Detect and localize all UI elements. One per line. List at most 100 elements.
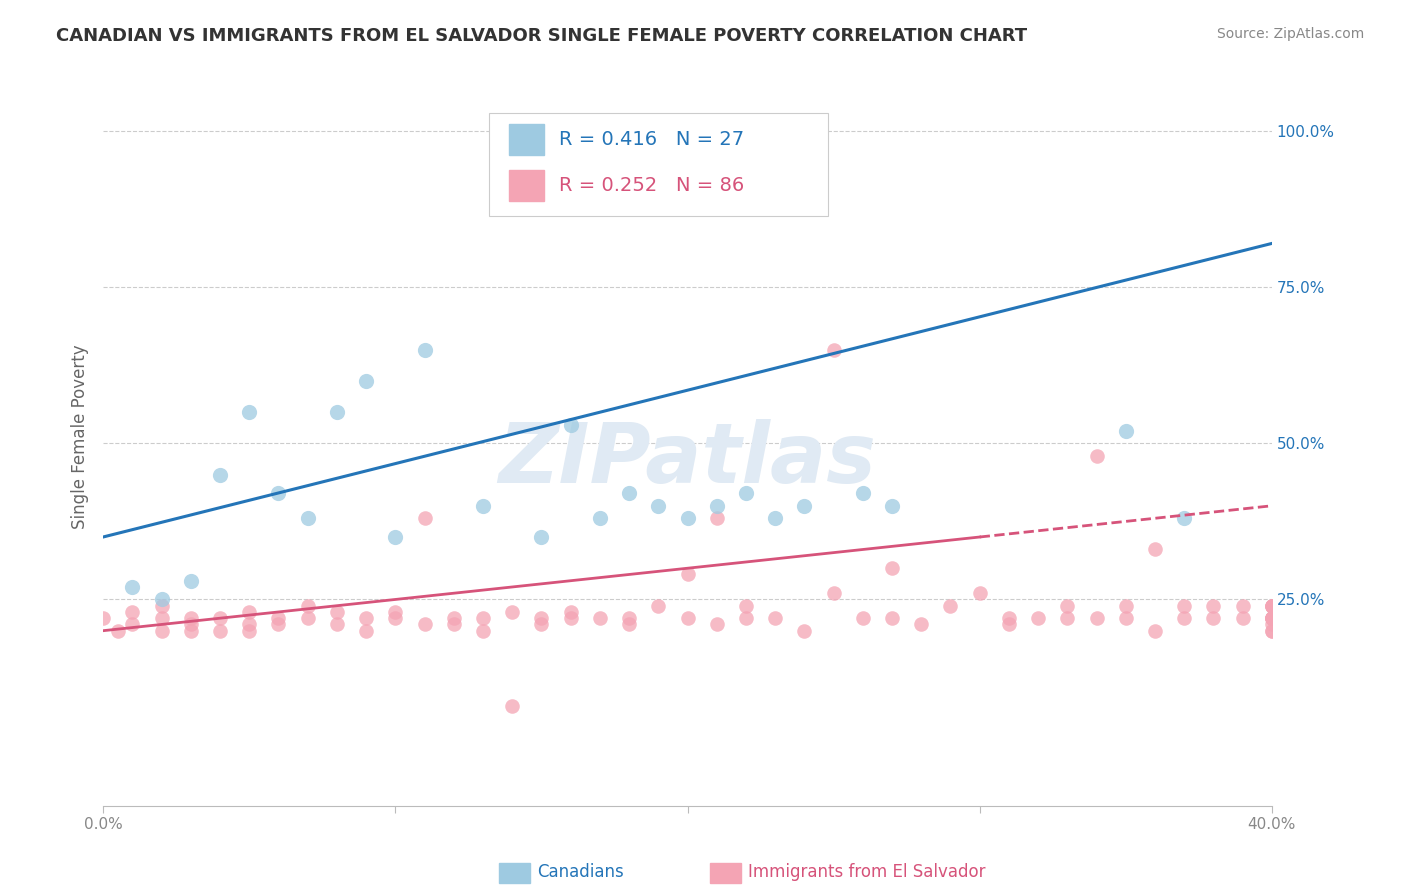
Point bbox=[1202, 611, 1225, 625]
Point bbox=[1261, 599, 1284, 613]
Point bbox=[706, 617, 728, 632]
Point bbox=[910, 617, 932, 632]
Point bbox=[1056, 599, 1078, 613]
Point bbox=[763, 611, 786, 625]
Point bbox=[384, 611, 406, 625]
Text: Source: ZipAtlas.com: Source: ZipAtlas.com bbox=[1216, 27, 1364, 41]
Point bbox=[384, 605, 406, 619]
Point bbox=[208, 611, 231, 625]
Point bbox=[472, 624, 495, 638]
Point bbox=[560, 611, 582, 625]
Point bbox=[501, 199, 523, 213]
Point bbox=[1261, 599, 1284, 613]
Point bbox=[1085, 449, 1108, 463]
Point bbox=[880, 611, 903, 625]
Point bbox=[121, 580, 143, 594]
Point bbox=[852, 611, 875, 625]
Point bbox=[939, 599, 962, 613]
Text: Immigrants from El Salvador: Immigrants from El Salvador bbox=[748, 863, 986, 881]
Point bbox=[326, 617, 349, 632]
Point bbox=[413, 343, 436, 357]
Point bbox=[297, 599, 319, 613]
Point bbox=[238, 624, 260, 638]
Point bbox=[676, 611, 699, 625]
Point bbox=[1085, 611, 1108, 625]
Point bbox=[589, 611, 612, 625]
Point bbox=[735, 611, 758, 625]
Point bbox=[1173, 599, 1195, 613]
Text: R = 0.252   N = 86: R = 0.252 N = 86 bbox=[560, 177, 744, 195]
Point bbox=[1026, 611, 1049, 625]
Point bbox=[326, 405, 349, 419]
Point bbox=[354, 374, 377, 388]
Point bbox=[180, 574, 202, 588]
Point bbox=[1143, 542, 1166, 557]
Point bbox=[150, 611, 173, 625]
Point bbox=[1173, 611, 1195, 625]
Point bbox=[180, 624, 202, 638]
Point bbox=[1261, 611, 1284, 625]
Point bbox=[1202, 599, 1225, 613]
Point bbox=[354, 611, 377, 625]
Point bbox=[647, 599, 669, 613]
Point bbox=[208, 624, 231, 638]
Point bbox=[297, 611, 319, 625]
Point bbox=[763, 511, 786, 525]
Point bbox=[1261, 611, 1284, 625]
Point bbox=[267, 486, 290, 500]
Point bbox=[735, 599, 758, 613]
Point bbox=[1232, 599, 1254, 613]
Point bbox=[413, 617, 436, 632]
Point bbox=[1261, 599, 1284, 613]
Point bbox=[1056, 611, 1078, 625]
Point bbox=[267, 617, 290, 632]
Point bbox=[1261, 617, 1284, 632]
Point bbox=[384, 530, 406, 544]
Point bbox=[735, 486, 758, 500]
Point bbox=[1261, 611, 1284, 625]
Point bbox=[1261, 624, 1284, 638]
Point bbox=[91, 611, 114, 625]
Point bbox=[1261, 599, 1284, 613]
Point bbox=[1115, 599, 1137, 613]
Text: R = 0.416   N = 27: R = 0.416 N = 27 bbox=[560, 129, 744, 149]
Point bbox=[793, 499, 815, 513]
Y-axis label: Single Female Poverty: Single Female Poverty bbox=[72, 344, 89, 529]
FancyBboxPatch shape bbox=[489, 112, 828, 216]
Point bbox=[121, 605, 143, 619]
Point bbox=[150, 624, 173, 638]
Point bbox=[1261, 611, 1284, 625]
Point bbox=[180, 611, 202, 625]
Point bbox=[107, 624, 129, 638]
Point bbox=[676, 567, 699, 582]
Point bbox=[998, 617, 1021, 632]
Point bbox=[530, 530, 553, 544]
Point bbox=[880, 499, 903, 513]
Point bbox=[443, 617, 465, 632]
Point bbox=[297, 511, 319, 525]
Text: CANADIAN VS IMMIGRANTS FROM EL SALVADOR SINGLE FEMALE POVERTY CORRELATION CHART: CANADIAN VS IMMIGRANTS FROM EL SALVADOR … bbox=[56, 27, 1028, 45]
Point bbox=[354, 624, 377, 638]
Point bbox=[472, 499, 495, 513]
Point bbox=[121, 617, 143, 632]
Point bbox=[793, 624, 815, 638]
Point bbox=[560, 605, 582, 619]
Point bbox=[706, 511, 728, 525]
Point bbox=[852, 486, 875, 500]
Point bbox=[1115, 424, 1137, 438]
Point bbox=[1261, 611, 1284, 625]
Point bbox=[1232, 611, 1254, 625]
Point bbox=[880, 561, 903, 575]
Point bbox=[589, 511, 612, 525]
Point bbox=[238, 605, 260, 619]
Point bbox=[413, 511, 436, 525]
Point bbox=[150, 592, 173, 607]
Point bbox=[560, 417, 582, 432]
Point bbox=[326, 605, 349, 619]
Text: ZIPatlas: ZIPatlas bbox=[499, 418, 876, 500]
Point bbox=[823, 586, 845, 600]
Point bbox=[472, 611, 495, 625]
Point bbox=[501, 605, 523, 619]
Point bbox=[823, 343, 845, 357]
Point bbox=[706, 499, 728, 513]
